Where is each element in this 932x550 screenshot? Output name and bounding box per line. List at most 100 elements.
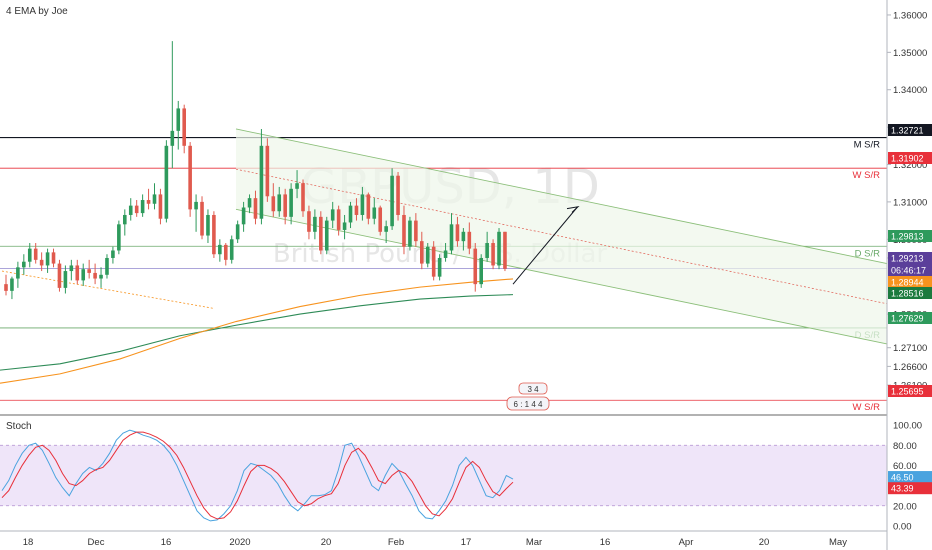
candle: [467, 222, 472, 255]
price-badge-label: 1.25695: [891, 387, 924, 397]
candle: [277, 186, 282, 217]
stoch-badge-label: 43.39: [891, 484, 914, 494]
stoch-tick-label: 0.00: [893, 521, 912, 532]
price-tick-label: 1.34000: [893, 85, 927, 96]
candle-body: [105, 257, 109, 275]
candle-body: [140, 200, 145, 214]
channel-upper-line[interactable]: [235, 128, 888, 265]
price-badge: [888, 312, 932, 324]
event-markers[interactable]: 3 4 6 : 1 4 4: [506, 382, 550, 411]
candle-body: [16, 267, 20, 279]
candle: [360, 186, 365, 221]
candle: [330, 201, 335, 229]
time-tick-label: May: [829, 537, 847, 548]
candle: [414, 213, 418, 247]
candle: [170, 41, 175, 169]
candle-body: [479, 257, 483, 285]
candle-body: [473, 248, 478, 285]
candle-body: [467, 231, 472, 249]
candle: [431, 241, 436, 281]
price-badge-label: 1.31902: [891, 154, 924, 164]
candle-body: [93, 272, 97, 279]
candle: [134, 200, 139, 217]
candle: [140, 194, 145, 217]
price-tick-label: 1.26600: [893, 362, 927, 373]
candle-body: [408, 220, 412, 247]
candle-body: [271, 196, 276, 212]
candle: [307, 205, 311, 240]
ema-fast-line: [0, 278, 514, 384]
price-badge-label: 1.27629: [891, 314, 924, 324]
time-tick-label: 20: [759, 537, 770, 548]
candle: [420, 231, 424, 270]
candle-body: [134, 205, 139, 214]
candle-body: [402, 214, 406, 247]
candle-body: [182, 108, 186, 146]
price-badge: [888, 124, 932, 136]
candle: [455, 216, 460, 247]
candle: [27, 243, 32, 268]
event-flag-bottom[interactable]: [506, 396, 550, 411]
indicator-title[interactable]: 4 EMA by Joe: [6, 6, 68, 17]
candle-body: [342, 222, 347, 230]
candle: [75, 259, 80, 285]
candle-body: [283, 194, 287, 217]
time-tick-label: Apr: [679, 537, 694, 548]
candle-body: [39, 259, 44, 266]
candlesticks: [4, 41, 507, 300]
candle-body: [396, 175, 400, 215]
candle: [164, 140, 169, 223]
projection-arrow[interactable]: [512, 207, 578, 285]
candle: [99, 267, 103, 288]
price-badge-label: 1.29213: [891, 254, 924, 264]
candle: [45, 248, 50, 273]
candle: [301, 179, 305, 217]
price-badge: [888, 230, 932, 242]
event-flag-top[interactable]: [518, 382, 548, 395]
stoch-title[interactable]: Stoch: [6, 421, 32, 432]
candle: [295, 170, 299, 199]
candle: [33, 243, 38, 264]
candle-body: [212, 214, 216, 255]
candle: [105, 254, 109, 279]
price-badge: [888, 385, 932, 397]
candle: [87, 259, 91, 279]
candle-body: [324, 220, 329, 251]
stoch-tick-label: 100.00: [893, 421, 922, 432]
candle: [443, 243, 448, 262]
candle-body: [164, 145, 169, 219]
candle-body: [22, 261, 26, 268]
candle: [473, 243, 478, 292]
candle: [437, 254, 442, 281]
price-tick-label: 1.32000: [893, 160, 927, 171]
time-axis[interactable]: 18 Dec 16 2020 20 Feb 17 Mar 16 Apr 20 May: [23, 537, 848, 548]
candle: [378, 205, 383, 236]
candle: [123, 209, 127, 236]
candle-body: [354, 205, 359, 215]
candle: [93, 263, 97, 285]
time-tick-label: Feb: [388, 537, 404, 548]
candle: [319, 211, 323, 255]
candle: [265, 138, 270, 202]
stoch-tick-label: 20.00: [893, 501, 917, 512]
candle-body: [57, 263, 62, 288]
projection-arrowhead: [566, 205, 580, 213]
candle-body: [390, 175, 394, 227]
candle: [22, 254, 26, 275]
ema-slow-line: [0, 294, 514, 371]
candle: [408, 216, 412, 251]
candle-body: [241, 207, 246, 225]
candle: [366, 192, 371, 225]
candle-body: [497, 231, 501, 266]
candle-body: [319, 216, 323, 251]
candle: [491, 239, 495, 270]
price-badge: [888, 264, 932, 276]
candle-body: [336, 209, 341, 230]
candle: [188, 142, 192, 217]
candle-body: [200, 201, 204, 236]
candle-body: [366, 194, 371, 219]
level-label: M S/R: [854, 140, 881, 151]
candle-body: [176, 108, 181, 131]
candle-body: [348, 205, 353, 223]
